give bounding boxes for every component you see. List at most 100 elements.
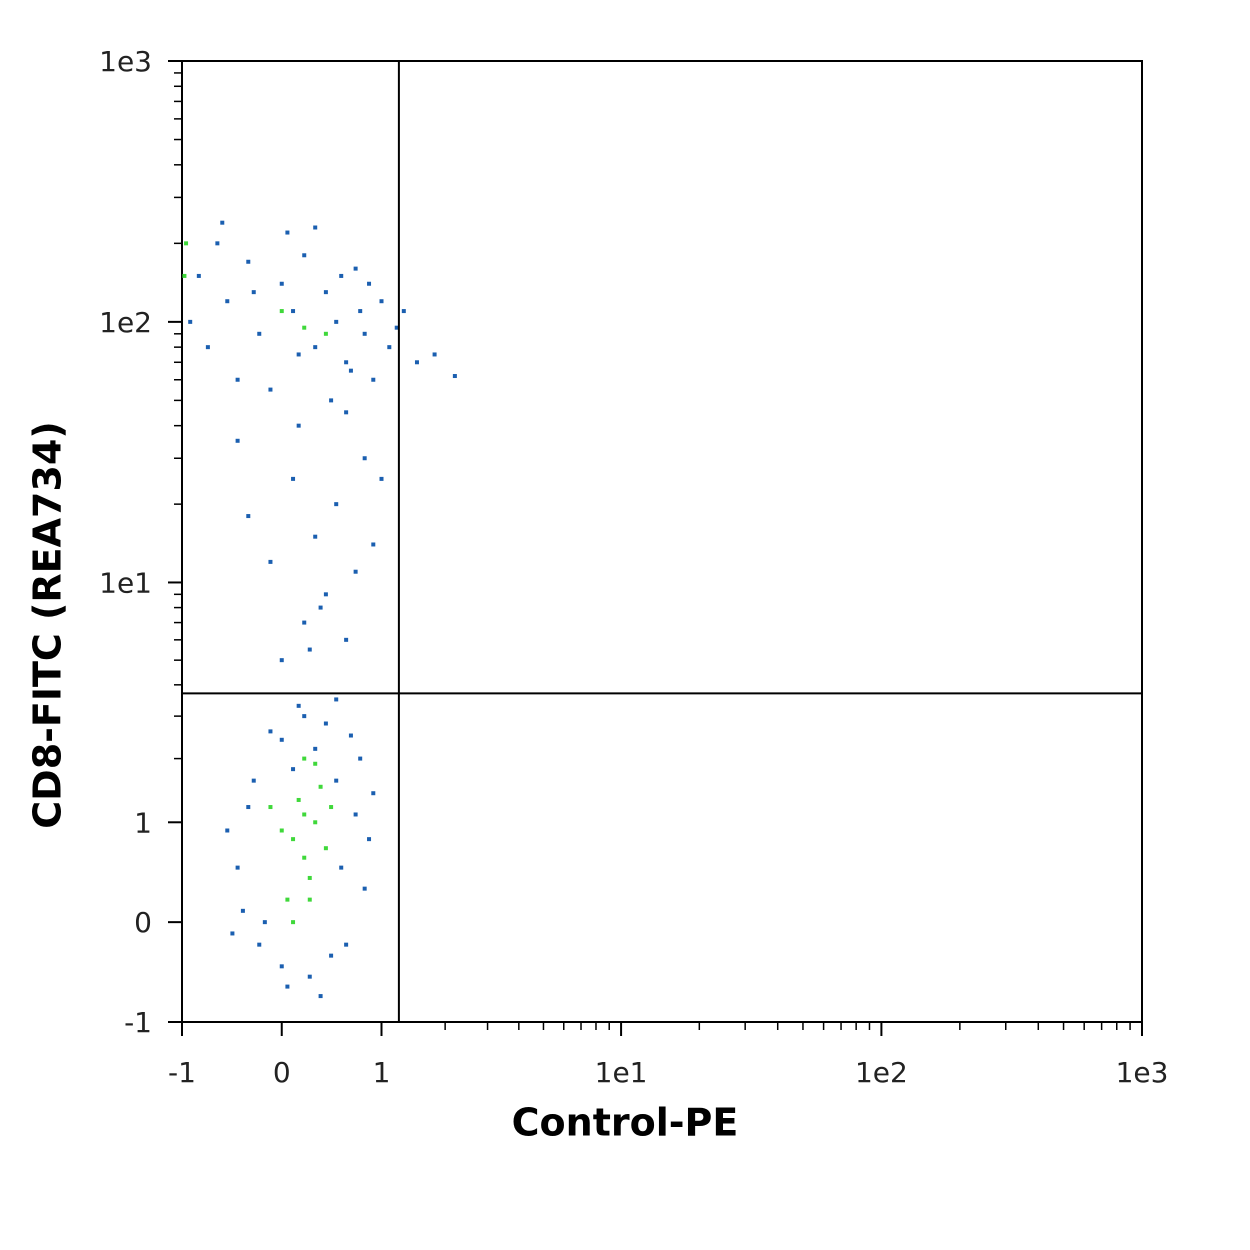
event-dot	[318, 994, 323, 999]
event-dot	[215, 241, 220, 246]
x-axis-title: Control-PE	[512, 1101, 739, 1145]
event-dot	[182, 273, 187, 278]
event-dot	[225, 299, 230, 304]
event-dot	[344, 942, 349, 947]
event-dot	[251, 290, 256, 295]
event-dot	[302, 620, 307, 625]
event-dot	[329, 398, 334, 403]
event-dot	[353, 812, 358, 817]
event-dot	[313, 534, 318, 539]
event-dot	[205, 345, 210, 350]
event-dot	[371, 377, 376, 382]
event-dot	[307, 647, 312, 652]
event-dot	[279, 658, 284, 663]
event-dot	[291, 920, 296, 925]
event-dot	[344, 410, 349, 415]
event-dot	[240, 908, 245, 913]
event-dot	[302, 325, 307, 330]
x-tick-label: 1e2	[855, 1056, 908, 1089]
event-dot	[313, 345, 318, 350]
event-dot	[184, 241, 189, 246]
event-dot	[296, 797, 301, 802]
event-dot	[235, 377, 240, 382]
event-dot	[262, 920, 267, 925]
event-dot	[246, 259, 251, 264]
event-dot	[362, 886, 367, 891]
event-dot	[367, 281, 372, 286]
event-dot	[348, 368, 353, 373]
event-dot	[329, 953, 334, 958]
event-dot	[296, 703, 301, 708]
event-dot	[323, 721, 328, 726]
event-dot	[394, 325, 399, 330]
event-dot	[235, 438, 240, 443]
event-dot	[225, 828, 230, 833]
event-dot	[353, 569, 358, 574]
event-dot	[279, 281, 284, 286]
event-dot	[379, 299, 384, 304]
event-dot	[452, 374, 457, 379]
event-dot	[246, 805, 251, 810]
event-dot	[339, 865, 344, 870]
y-tick-label: -1	[124, 1006, 152, 1039]
event-dot	[323, 592, 328, 597]
x-tick-label: 1e3	[1116, 1056, 1169, 1089]
event-dot	[291, 837, 296, 842]
event-dot	[296, 423, 301, 428]
event-dot	[344, 360, 349, 365]
event-dot	[307, 974, 312, 979]
event-dot	[302, 253, 307, 258]
event-dot	[291, 476, 296, 481]
event-dot	[230, 931, 235, 936]
event-dot	[358, 309, 363, 314]
event-dot	[414, 360, 419, 365]
event-dot	[268, 805, 273, 810]
event-dot	[313, 225, 318, 230]
event-dot	[291, 767, 296, 772]
event-dot	[313, 761, 318, 766]
event-dot	[313, 820, 318, 825]
event-dot	[334, 697, 339, 702]
event-dot	[348, 733, 353, 738]
event-dot	[279, 737, 284, 742]
event-dot	[307, 875, 312, 880]
event-dot	[371, 542, 376, 547]
event-dot	[279, 309, 284, 314]
event-dot	[246, 514, 251, 519]
event-dot	[296, 352, 301, 357]
event-dot	[285, 897, 290, 902]
event-dot	[188, 319, 193, 324]
event-dot	[251, 778, 256, 783]
event-dot	[344, 637, 349, 642]
y-tick-label: 0	[134, 906, 152, 939]
event-dot	[196, 273, 201, 278]
event-dot	[220, 220, 225, 225]
event-dot	[302, 756, 307, 761]
event-dot	[257, 942, 262, 947]
event-dot	[285, 984, 290, 989]
event-dot	[268, 387, 273, 392]
plot-frame	[181, 60, 1143, 1023]
event-dot	[334, 778, 339, 783]
y-tick-label: 1e1	[99, 566, 152, 599]
event-dot	[302, 855, 307, 860]
event-dot	[279, 828, 284, 833]
event-dot	[268, 559, 273, 564]
y-axis-title: CD8-FITC (REA734)	[26, 421, 70, 828]
event-dot	[291, 309, 296, 314]
y-tick-label: 1e2	[99, 306, 152, 339]
event-dot	[302, 812, 307, 817]
event-dot	[334, 502, 339, 507]
event-dot	[379, 476, 384, 481]
x-tick-label: 0	[273, 1056, 291, 1089]
event-dot	[367, 837, 372, 842]
event-dot	[307, 897, 312, 902]
event-dot	[318, 784, 323, 789]
event-dot	[401, 309, 406, 314]
event-dot	[323, 331, 328, 336]
event-dot	[371, 791, 376, 796]
x-tick-label: 1	[373, 1056, 391, 1089]
event-dot	[362, 331, 367, 336]
